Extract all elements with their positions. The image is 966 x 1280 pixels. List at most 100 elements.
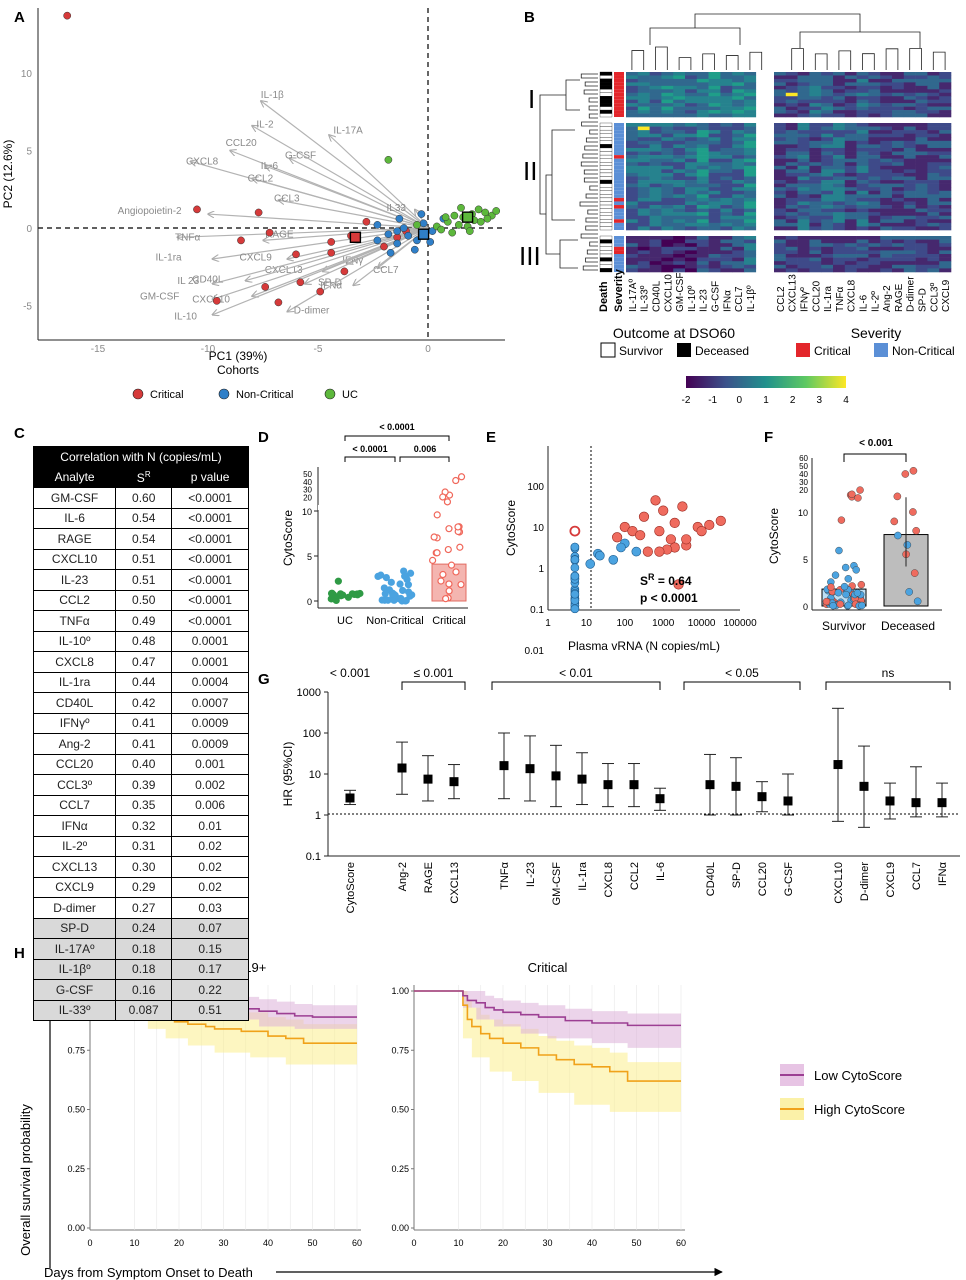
heatmap-cell: [903, 165, 916, 170]
death-annotation: [599, 126, 613, 131]
heatmap-cell: [661, 162, 674, 167]
cell-sr: 0.24: [115, 917, 173, 939]
heatmap-cell: [785, 250, 798, 255]
severity-annotation: [614, 78, 624, 83]
heatmap-cell: [809, 243, 822, 248]
heatmap-cell: [685, 106, 698, 111]
heatmap-cell: [821, 254, 834, 258]
heatmap-cell: [797, 92, 810, 97]
heatmap-cell: [696, 133, 709, 138]
heatmap-cell: [661, 110, 674, 114]
heatmap-cell: [844, 123, 857, 127]
heatmap-cell: [915, 72, 928, 76]
cell-sr: 0.087: [115, 999, 173, 1021]
heatmap-cell: [673, 215, 686, 220]
heatmap-cell: [774, 169, 787, 174]
outcome-title: Outcome at DSO60: [613, 325, 735, 341]
heatmap-cell: [868, 151, 881, 156]
severity-annotation: [614, 264, 624, 269]
heatmap-cell: [844, 180, 857, 184]
heatmap-cell: [809, 212, 822, 217]
heatmap-cell: [637, 190, 650, 195]
death-annotation: [599, 204, 613, 209]
heatmap-cell: [720, 82, 733, 87]
heatmap-cell: [915, 92, 928, 97]
heatmap-cell: [661, 72, 674, 76]
heatmap-cell: [744, 147, 757, 152]
heatmap-cell: [661, 165, 674, 170]
heatmap-cell: [696, 239, 709, 244]
heatmap-cell: [844, 268, 857, 273]
heatmap-cell: [626, 268, 639, 273]
heatmap-cell: [927, 158, 940, 163]
heatmap-cell: [915, 243, 928, 248]
heatmap-cell: [856, 110, 869, 114]
heatmap-cell: [833, 176, 846, 181]
heatmap-cell: [649, 261, 662, 266]
heatmap-cell: [833, 183, 846, 188]
heatmap-cell: [868, 208, 881, 213]
heatmap-cell: [939, 201, 952, 206]
heatmap-column-label: CD40L: [652, 280, 663, 312]
heatmap-cell: [833, 96, 846, 100]
heatmap-cell: [637, 222, 650, 227]
heatmap-cell: [892, 99, 905, 104]
table-row: GM-CSF 0.60 <0.0001: [32, 487, 249, 509]
heatmap-cell: [797, 165, 810, 170]
cell-analyte: IL-17Aº: [32, 938, 117, 960]
heatmap-cell: [892, 222, 905, 227]
heatmap-cell: [685, 243, 698, 248]
heatmap-cell: [880, 89, 893, 94]
cytoscore-point: [834, 588, 843, 597]
heatmap-cell: [868, 194, 881, 199]
table-row: G-CSF 0.16 0.22: [32, 979, 249, 1001]
heatmap-cell: [844, 215, 857, 220]
heatmap-cell: [903, 123, 916, 127]
heatmap-cell: [868, 162, 881, 167]
heatmap-cell: [637, 257, 650, 262]
panel-d-ytick: 30: [303, 486, 312, 495]
dendrogram-branch: [559, 239, 578, 269]
heatmap-cell: [685, 194, 698, 199]
heatmap-cell: [785, 183, 798, 188]
death-annotation: [599, 222, 613, 227]
dendrogram-branch: [580, 233, 598, 239]
heatmap-cell: [626, 215, 639, 220]
heatmap-cell: [673, 155, 686, 159]
heatmap-cell: [892, 92, 905, 97]
heatmap-cell: [661, 130, 674, 134]
hr-point: [757, 792, 767, 802]
cytoscore-point: [829, 602, 837, 610]
heatmap-cell: [696, 162, 709, 167]
pca-point-noncritical: [393, 227, 402, 235]
hr-category-label: IL-1ra: [577, 861, 589, 891]
pca-point-critical: [316, 287, 325, 296]
heatmap-cell: [903, 89, 916, 94]
heatmap-cell: [833, 155, 846, 159]
heatmap-cell: [797, 190, 810, 195]
heatmap-cell: [649, 75, 662, 80]
heatmap-cell: [927, 140, 940, 145]
heatmap-cell: [939, 212, 952, 217]
cell-analyte: IFNγº: [32, 712, 117, 734]
heatmap-cell: [927, 254, 940, 258]
heatmap-cell: [685, 261, 698, 266]
pca-legend-label: Non-Critical: [236, 389, 293, 401]
heatmap-cell: [774, 250, 787, 255]
heatmap-cell: [927, 239, 940, 244]
heatmap-cell: [856, 89, 869, 94]
heatmap-cell: [939, 147, 952, 152]
severity-annotation: [614, 75, 624, 79]
heatmap-cell: [637, 137, 650, 142]
vrna-point-critical: [677, 501, 688, 512]
severity-annotation: [614, 212, 624, 216]
heatmap-cell: [785, 151, 798, 156]
heatmap-cell: [661, 219, 674, 224]
death-annotation: [599, 133, 613, 138]
heatmap-cell: [732, 183, 745, 188]
heatmap-cell: [673, 264, 686, 269]
heatmap-cell: [915, 99, 928, 104]
km-xtick: 60: [676, 1238, 686, 1248]
heatmap-cell: [696, 226, 709, 231]
heatmap-cell: [939, 82, 952, 87]
